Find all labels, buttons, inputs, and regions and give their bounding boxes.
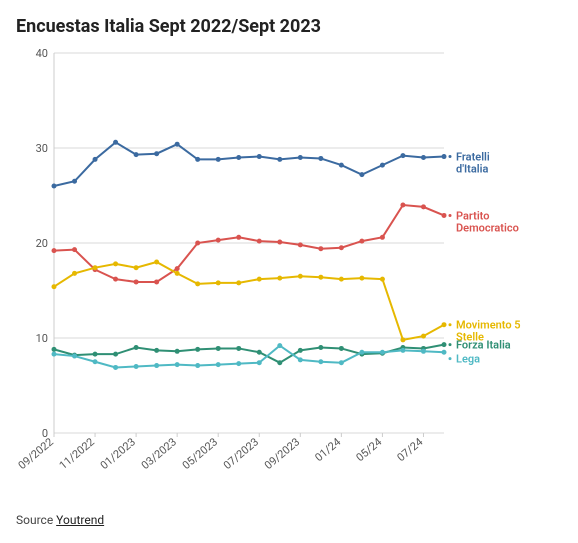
source-link[interactable]: Youtrend	[56, 513, 104, 527]
svg-text:05/24: 05/24	[354, 435, 385, 464]
svg-text:d'Italia: d'Italia	[456, 163, 488, 176]
svg-text:Forza Italia: Forza Italia	[456, 339, 511, 352]
svg-text:Democratico: Democratico	[456, 221, 519, 234]
svg-text:10: 10	[36, 332, 48, 345]
chart-container: 01020304009/202211/202201/202303/202305/…	[16, 45, 562, 505]
svg-text:07/2023: 07/2023	[221, 435, 261, 472]
chart-title: Encuestas Italia Sept 2022/Sept 2023	[16, 16, 562, 37]
svg-text:09/2022: 09/2022	[16, 435, 56, 472]
svg-text:05/2023: 05/2023	[180, 435, 220, 472]
svg-text:01/2023: 01/2023	[98, 435, 138, 472]
svg-text:01/24: 01/24	[313, 435, 344, 464]
svg-text:03/2023: 03/2023	[139, 435, 179, 472]
svg-text:20: 20	[36, 237, 48, 250]
svg-text:40: 40	[36, 47, 48, 60]
svg-text:09/2023: 09/2023	[262, 435, 302, 472]
source-line: Source Youtrend	[16, 513, 562, 527]
svg-text:11/2022: 11/2022	[57, 435, 97, 472]
svg-text:07/24: 07/24	[395, 435, 426, 464]
line-chart: 01020304009/202211/202201/202303/202305/…	[16, 45, 562, 505]
svg-text:30: 30	[36, 142, 48, 155]
svg-text:Lega: Lega	[456, 353, 480, 366]
source-prefix: Source	[16, 513, 56, 527]
